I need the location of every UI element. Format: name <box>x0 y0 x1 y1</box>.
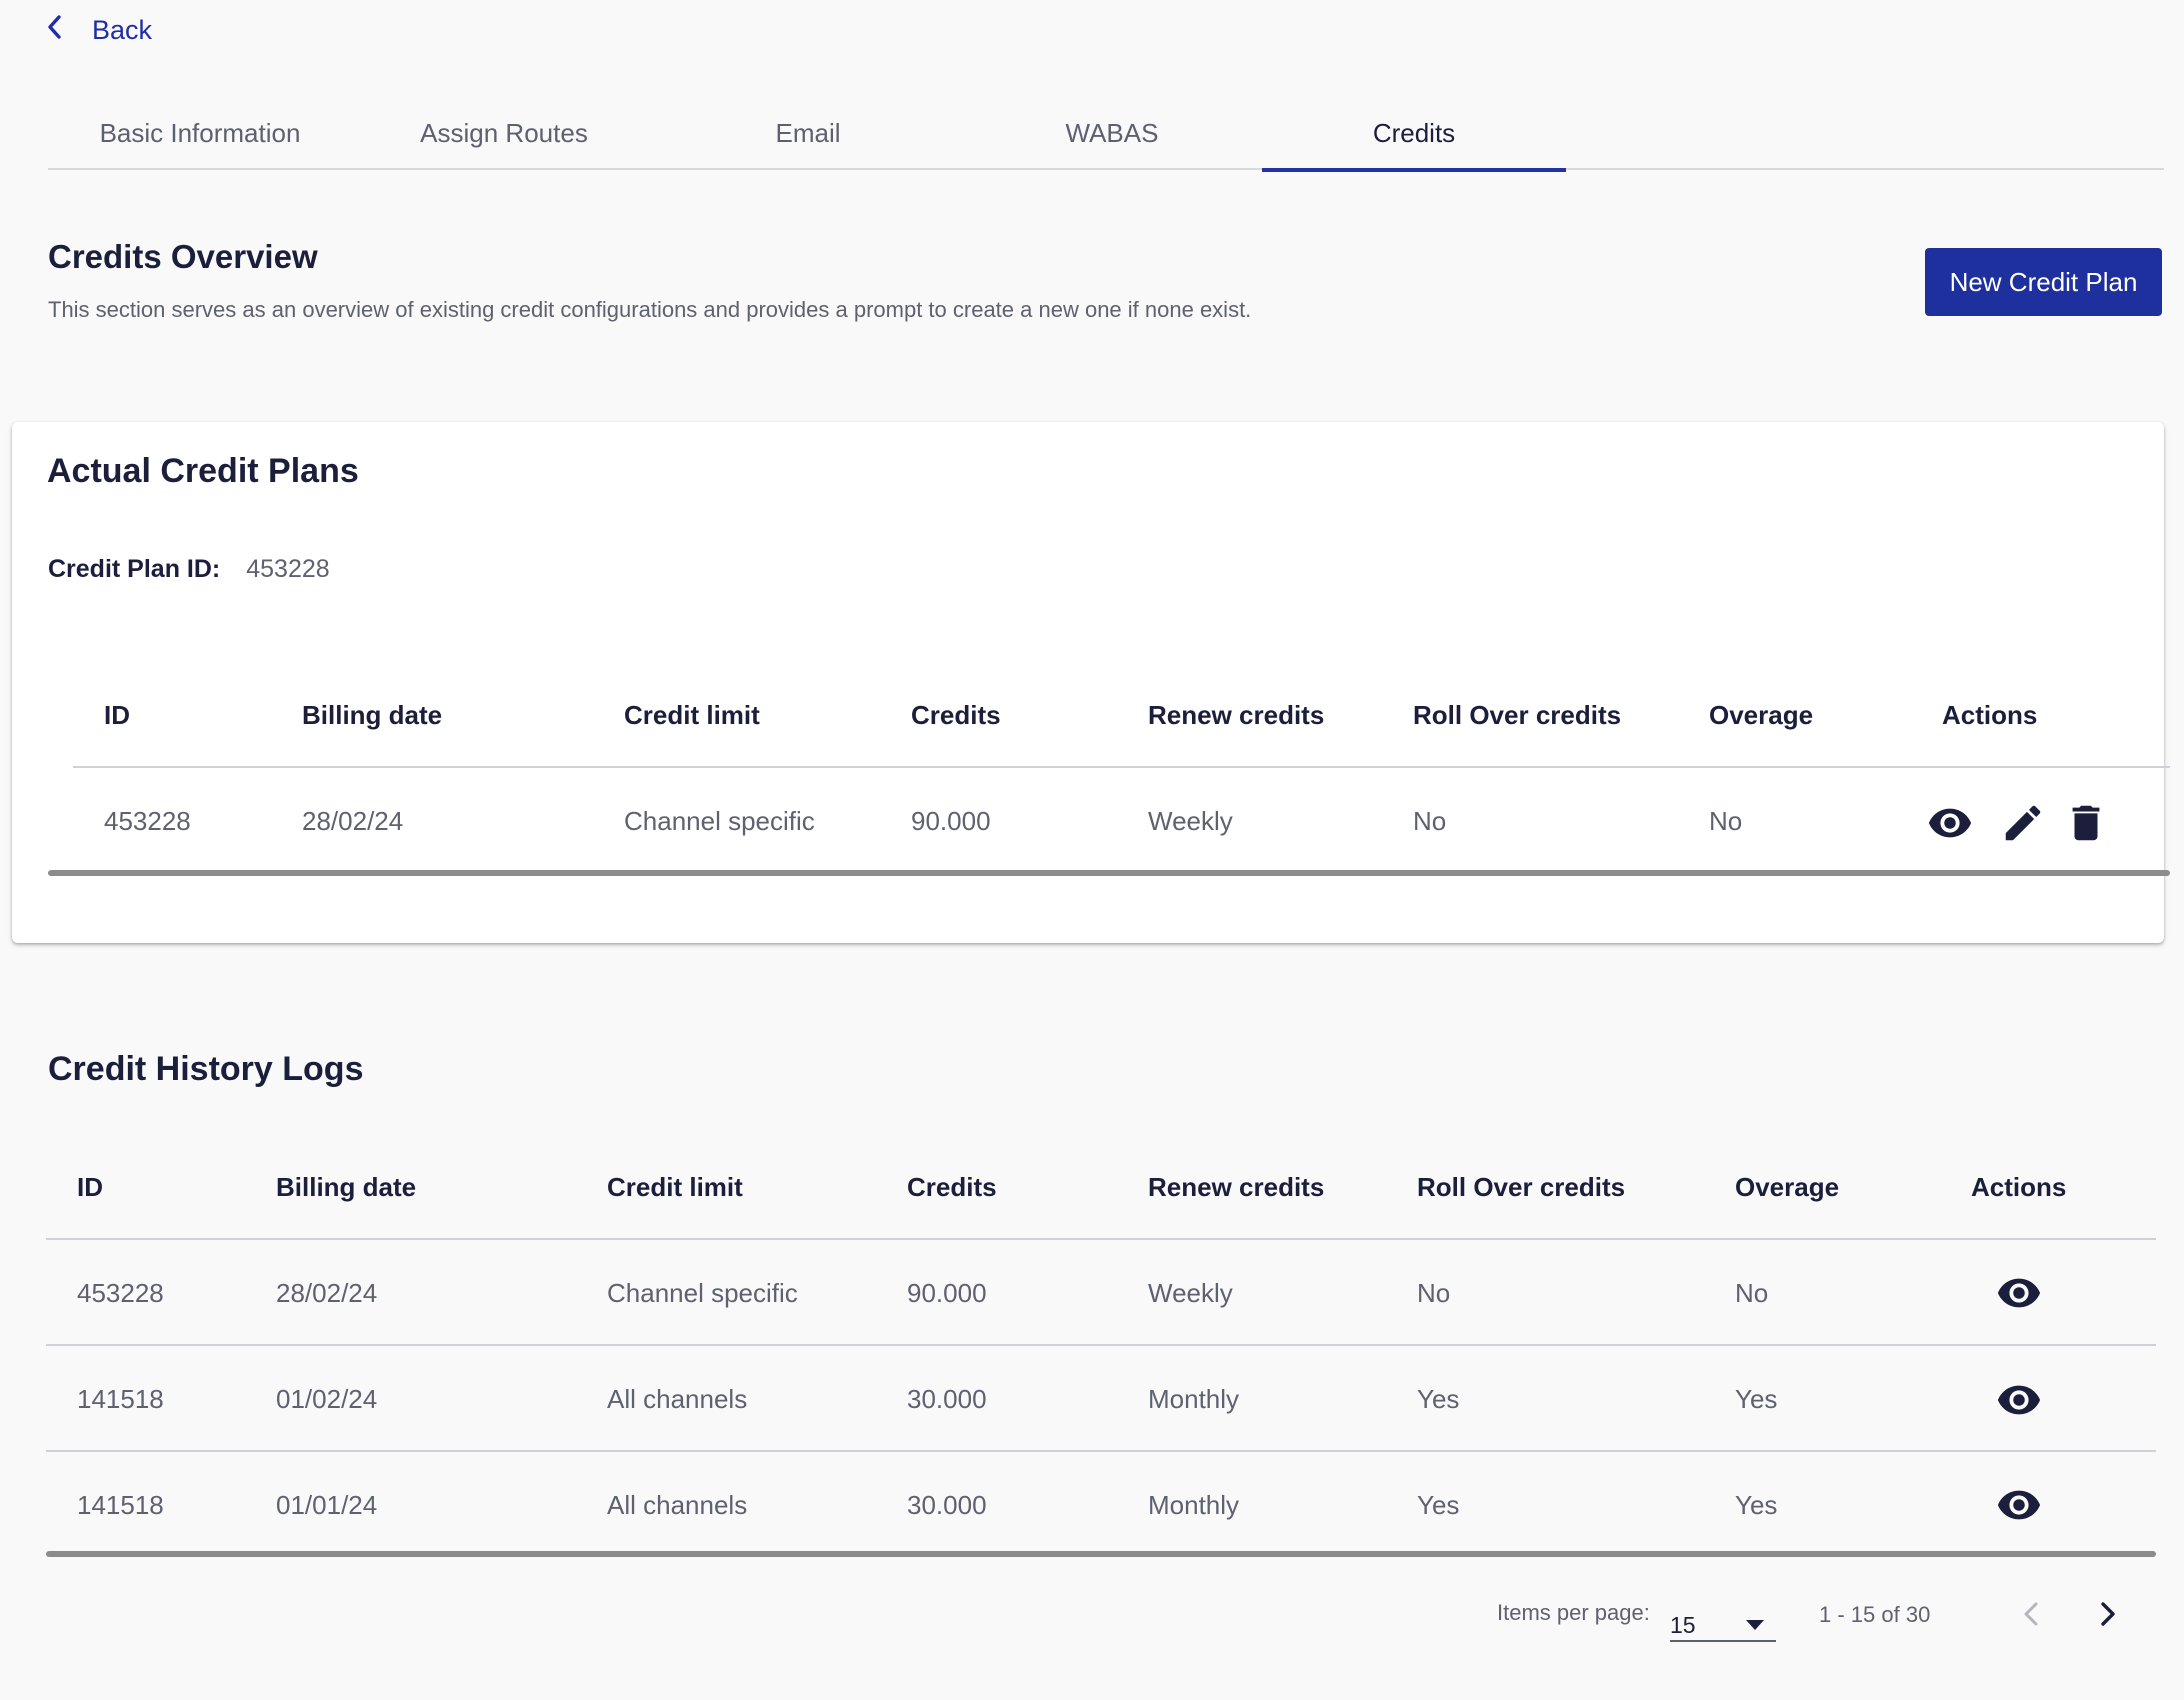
cell-credits: 90.000 <box>911 806 991 836</box>
header-divider <box>73 766 2170 768</box>
cell-roll-over-credits: Yes <box>1417 1490 1460 1520</box>
column-header-credits[interactable]: Credits <box>907 1172 997 1202</box>
credit-plan-id-value: 453228 <box>246 555 330 583</box>
cell-credits: 30.000 <box>907 1490 987 1520</box>
tab-bar: Basic Information Assign Routes Email WA… <box>48 96 2164 172</box>
cell-renew-credits: Monthly <box>1148 1490 1240 1520</box>
table-bottom-scrollbar[interactable] <box>48 870 2170 876</box>
cell-billing-date: 28/02/24 <box>302 806 404 836</box>
header-divider <box>46 1238 2156 1240</box>
items-per-page-value: 15 <box>1670 1612 1696 1638</box>
caret-down-icon <box>1746 1620 1764 1630</box>
cell-billing-date: 01/01/24 <box>276 1490 378 1520</box>
actual-credit-plans-card: Actual Credit Plans Credit Plan ID: 4532… <box>12 422 2170 943</box>
cell-overage: No <box>1735 1278 1769 1308</box>
column-header-overage[interactable]: Overage <box>1709 700 1814 730</box>
tab-email[interactable]: Email <box>775 117 841 148</box>
chevron-right-icon <box>2101 1602 2115 1626</box>
cell-renew-credits: Monthly <box>1148 1384 1240 1414</box>
row-divider <box>46 1450 2156 1452</box>
column-header-renew-credits[interactable]: Renew credits <box>1148 700 1325 730</box>
pagination-range: 1 - 15 of 30 <box>1819 1602 1931 1627</box>
column-header-renew-credits[interactable]: Renew credits <box>1148 1172 1325 1202</box>
cell-roll-over-credits: No <box>1413 806 1447 836</box>
column-header-actions: Actions <box>1971 1172 2067 1202</box>
tab-credits[interactable]: Credits <box>1262 96 1566 172</box>
delete-icon[interactable] <box>2063 800 2109 846</box>
back-button[interactable]: Back <box>44 14 152 47</box>
cell-roll-over-credits: Yes <box>1417 1384 1460 1414</box>
column-header-overage[interactable]: Overage <box>1735 1172 1840 1202</box>
column-header-actions: Actions <box>1942 700 2038 730</box>
cell-credit-limit: All channels <box>607 1490 748 1520</box>
next-page-button[interactable] <box>2087 1594 2127 1634</box>
cell-renew-credits: Weekly <box>1148 806 1233 836</box>
cell-id: 141518 <box>77 1490 164 1520</box>
cell-credits: 30.000 <box>907 1384 987 1414</box>
chevron-left-icon <box>44 14 66 47</box>
view-icon[interactable] <box>1996 1377 2042 1423</box>
column-header-billing-date[interactable]: Billing date <box>276 1172 417 1202</box>
page-description: This section serves as an overview of ex… <box>48 297 1252 322</box>
cell-overage: Yes <box>1735 1490 1778 1520</box>
cell-credit-limit: Channel specific <box>607 1278 798 1308</box>
cell-credit-limit: All channels <box>607 1384 748 1414</box>
view-icon[interactable] <box>1996 1482 2042 1528</box>
view-icon[interactable] <box>1927 800 1973 846</box>
tab-wabas[interactable]: WABAS <box>1065 117 1159 148</box>
items-per-page-select[interactable]: 15 <box>1670 1598 1776 1642</box>
credit-plan-id-label: Credit Plan ID: <box>48 555 221 583</box>
page-title: Credits Overview <box>48 238 318 275</box>
cell-renew-credits: Weekly <box>1148 1278 1233 1308</box>
credit-plan-id: Credit Plan ID: 453228 <box>48 555 330 584</box>
cell-overage: Yes <box>1735 1384 1778 1414</box>
view-icon[interactable] <box>1996 1270 2042 1316</box>
card-title: Actual Credit Plans <box>47 452 359 490</box>
chevron-left-icon <box>2024 1602 2038 1626</box>
column-header-credits[interactable]: Credits <box>911 700 1001 730</box>
tab-assign-routes[interactable]: Assign Routes <box>420 117 588 148</box>
cell-id: 141518 <box>77 1384 164 1414</box>
cell-roll-over-credits: No <box>1417 1278 1451 1308</box>
cell-overage: No <box>1709 806 1743 836</box>
cell-id: 453228 <box>104 806 191 836</box>
column-header-roll-over-credits[interactable]: Roll Over credits <box>1417 1172 1626 1202</box>
items-per-page-label: Items per page: <box>1497 1600 1650 1625</box>
column-header-roll-over-credits[interactable]: Roll Over credits <box>1413 700 1622 730</box>
new-credit-plan-button[interactable]: New Credit Plan <box>1925 248 2162 316</box>
edit-icon[interactable] <box>2000 800 2046 846</box>
previous-page-button[interactable] <box>2012 1594 2052 1634</box>
row-divider <box>46 1344 2156 1346</box>
tab-basic-information[interactable]: Basic Information <box>99 117 301 148</box>
section-title-history: Credit History Logs <box>48 1050 364 1088</box>
column-header-billing-date[interactable]: Billing date <box>302 700 443 730</box>
cell-billing-date: 28/02/24 <box>276 1278 378 1308</box>
column-header-id[interactable]: ID <box>104 700 130 730</box>
cell-billing-date: 01/02/24 <box>276 1384 378 1414</box>
back-label: Back <box>92 15 153 45</box>
column-header-credit-limit[interactable]: Credit limit <box>624 700 760 730</box>
column-header-credit-limit[interactable]: Credit limit <box>607 1172 743 1202</box>
table-bottom-scrollbar[interactable] <box>46 1551 2156 1557</box>
cell-credits: 90.000 <box>907 1278 987 1308</box>
column-header-id[interactable]: ID <box>77 1172 103 1202</box>
cell-credit-limit: Channel specific <box>624 806 815 836</box>
cell-id: 453228 <box>77 1278 164 1308</box>
